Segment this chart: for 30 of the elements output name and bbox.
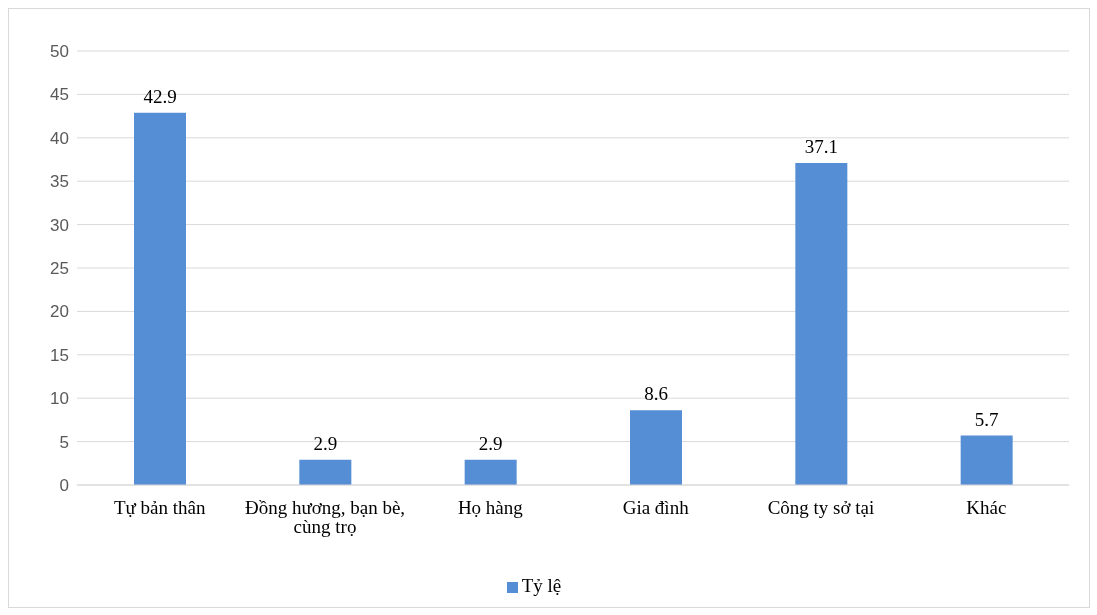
data-label: 8.6 [644, 383, 668, 405]
y-tick-label: 45 [50, 85, 69, 105]
y-tick-label: 10 [50, 389, 69, 409]
data-label: 2.9 [478, 432, 503, 454]
x-tick-label: Tự bản thân [113, 497, 206, 519]
y-tick-label: 0 [59, 476, 69, 496]
y-tick-label: 20 [50, 302, 69, 322]
x-tick-label: Họ hàng [457, 497, 524, 519]
x-tick-label: Công ty sở tại [767, 497, 875, 519]
bar [960, 435, 1013, 485]
bar [134, 112, 186, 485]
y-tick-label: 35 [50, 172, 69, 192]
x-tick-label: Đồng hương, bạn bè, cùng trọ [244, 497, 406, 538]
legend-label: Tỷ lệ [521, 575, 562, 596]
y-tick-label: 5 [59, 432, 69, 452]
data-label: 37.1 [804, 135, 838, 157]
x-tick-label: Gia đình [622, 497, 690, 519]
bar [464, 459, 517, 485]
bar [299, 459, 352, 485]
y-tick-label: 50 [50, 42, 69, 62]
y-tick-label: 30 [50, 215, 69, 235]
y-tick-label: 15 [50, 345, 69, 365]
x-tick-label: Khác [966, 497, 1007, 519]
y-tick-label: 40 [50, 128, 69, 148]
y-tick-label: 25 [50, 259, 69, 279]
data-label: 2.9 [313, 432, 338, 454]
bar [795, 162, 848, 485]
bar [630, 410, 682, 485]
data-label: 5.7 [974, 408, 999, 430]
data-label: 42.9 [143, 85, 177, 107]
